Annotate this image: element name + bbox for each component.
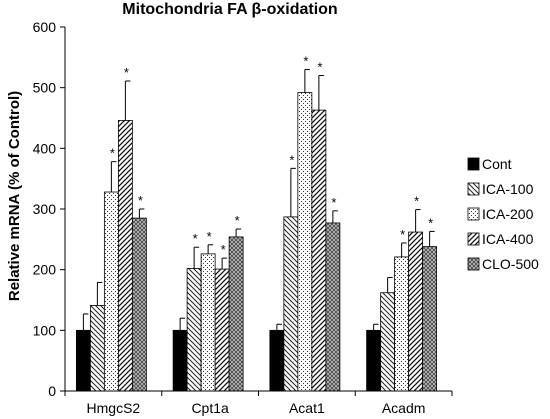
bar-ica-200-cpt1a <box>200 253 216 392</box>
y-tick-label: 100 <box>33 322 57 338</box>
significance-marker: * <box>331 195 336 210</box>
significance-marker: * <box>207 229 212 244</box>
y-axis-label: Relative mRNA (% of Control) <box>6 91 23 301</box>
significance-marker: * <box>414 194 419 209</box>
legend-swatch <box>467 257 480 271</box>
bar-cont-acat1 <box>269 329 285 392</box>
bar-ica-100-cpt1a <box>186 268 202 392</box>
legend-swatch <box>467 182 480 196</box>
bar-ica-200-hmgcs2 <box>103 191 119 392</box>
legend-swatch <box>467 157 480 171</box>
bar-ica-200-acadm <box>394 256 410 392</box>
y-tick-label: 500 <box>33 80 57 96</box>
significance-marker: * <box>124 65 129 80</box>
bar-cont-cpt1a <box>172 329 188 392</box>
bar-ica-400-cpt1a <box>214 268 230 392</box>
significance-marker: * <box>428 215 433 230</box>
significance-marker: * <box>400 227 405 242</box>
chart-title: Mitochondria FA β-oxidation <box>122 1 337 18</box>
legend: Cont ICA-100 ICA-200 ICA-400 CLO-500 <box>467 156 539 272</box>
bar-clo-500-hmgcs2 <box>131 217 147 392</box>
bar-clo-500-acat1 <box>325 222 341 392</box>
x-category-label: Cpt1a <box>191 400 229 416</box>
y-axis-ticks: 0 100 200 300 400 500 600 <box>33 19 65 399</box>
y-tick-label: 600 <box>33 19 57 35</box>
significance-marker: * <box>303 53 308 68</box>
bar-ica-400-acat1 <box>311 109 327 392</box>
bar-clo-500-cpt1a <box>228 236 244 392</box>
legend-label: ICA-400 <box>482 231 534 247</box>
category-labels: HmgcS2 Cpt1a Acat1 Acadm <box>87 400 426 416</box>
significance-marker: * <box>193 231 198 246</box>
significance-marker: * <box>289 152 294 167</box>
x-category-label: HmgcS2 <box>87 400 141 416</box>
legend-label: ICA-100 <box>482 181 534 197</box>
legend-swatch <box>467 232 480 246</box>
bars: * * * * * * * * * * * * * * <box>75 53 438 392</box>
bar-ica-200-acat1 <box>297 92 313 392</box>
significance-marker: * <box>221 242 226 257</box>
axes <box>64 27 453 396</box>
bar-clo-500-acadm <box>422 246 438 392</box>
legend-label: CLO-500 <box>482 256 539 272</box>
legend-label: Cont <box>482 156 512 172</box>
y-tick-label: 300 <box>33 201 57 217</box>
significance-marker: * <box>317 60 322 75</box>
bar-cont-acadm <box>366 329 382 392</box>
bar-ica-100-acat1 <box>283 216 299 392</box>
significance-marker: * <box>110 146 115 161</box>
legend-swatch <box>467 207 480 221</box>
bar-ica-400-hmgcs2 <box>117 120 133 392</box>
bar-ica-100-hmgcs2 <box>89 305 105 392</box>
y-tick-label: 200 <box>33 262 57 278</box>
y-tick-label: 400 <box>33 140 57 156</box>
bar-cont-hmgcs2 <box>75 329 91 392</box>
legend-label: ICA-200 <box>482 206 534 222</box>
bar-ica-100-acadm <box>380 292 396 392</box>
x-category-label: Acadm <box>382 400 426 416</box>
y-tick-label: 0 <box>48 383 56 399</box>
bar-ica-400-acadm <box>408 231 424 392</box>
x-category-label: Acat1 <box>289 400 325 416</box>
significance-marker: * <box>138 193 143 208</box>
significance-marker: * <box>235 213 240 228</box>
